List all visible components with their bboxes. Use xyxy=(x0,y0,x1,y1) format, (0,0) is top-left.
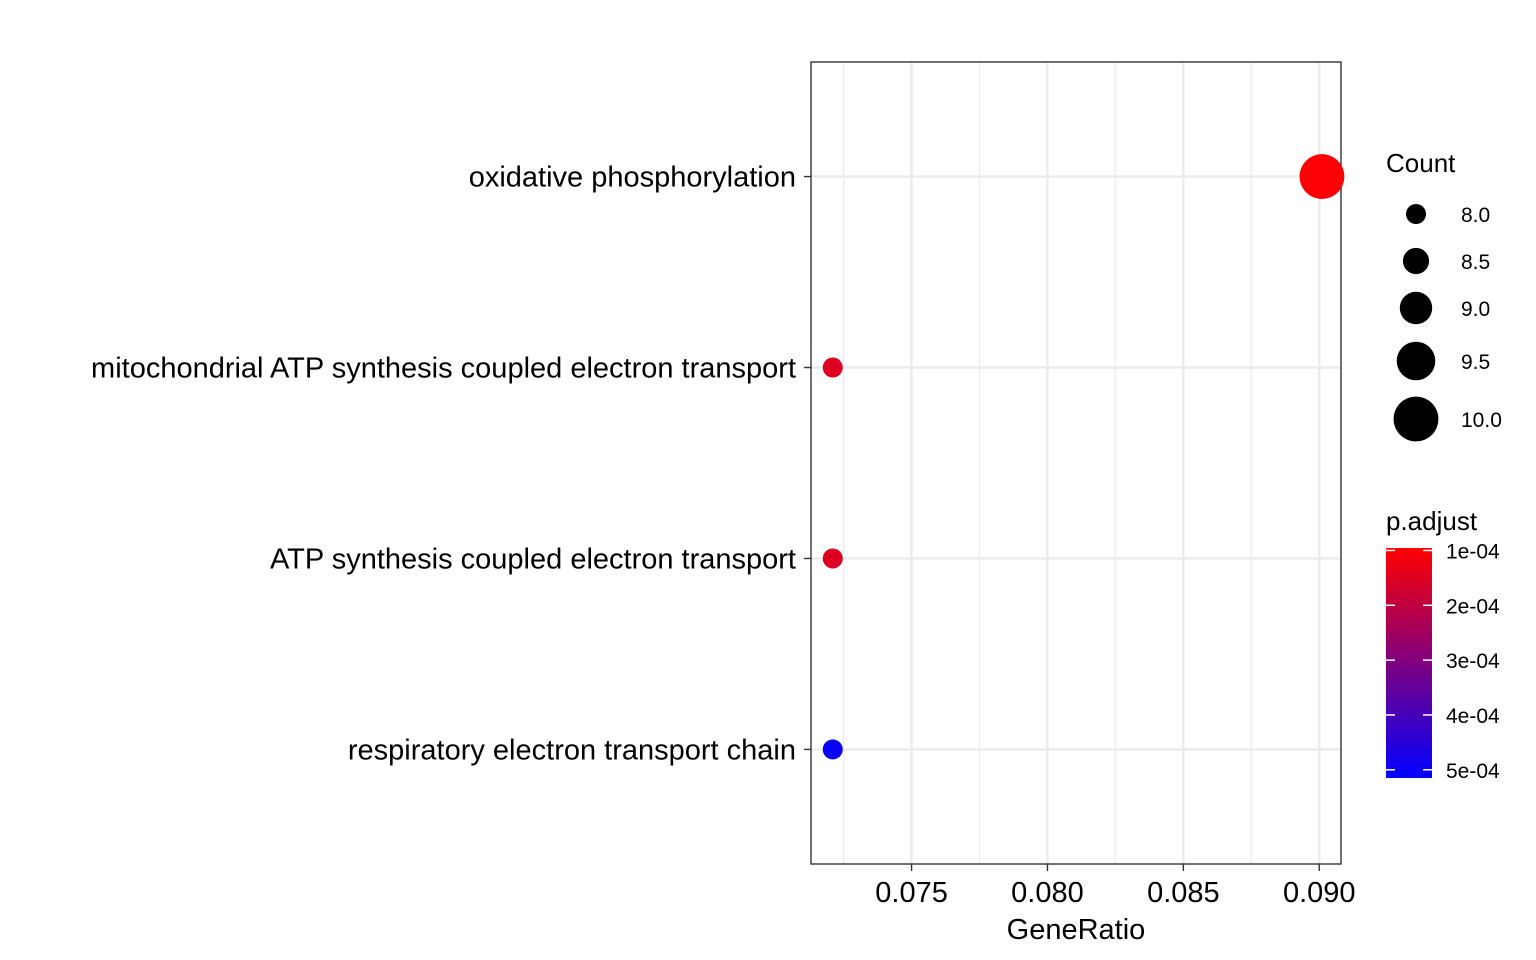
count-legend-key xyxy=(1399,291,1433,325)
y-tick-label: mitochondrial ATP synthesis coupled elec… xyxy=(91,353,796,385)
x-tick-label: 0.075 xyxy=(875,877,948,909)
p-adjust-legend: p.adjust 1e-04 2e-04 3e-04 4e-04 5e-04 xyxy=(1386,506,1500,783)
count-legend-title: Count xyxy=(1386,148,1456,178)
colorbar-label: 1e-04 xyxy=(1446,540,1500,563)
x-axis: 0.075 0.080 0.085 0.090 xyxy=(875,864,1356,909)
data-point xyxy=(822,548,843,569)
data-points xyxy=(822,154,1345,760)
count-legend-key xyxy=(1396,341,1436,381)
data-point xyxy=(1299,154,1345,199)
count-legend-key xyxy=(1393,396,1439,442)
colorbar-label: 4e-04 xyxy=(1446,705,1500,728)
grid-lines xyxy=(811,62,1341,864)
colorbar-label: 2e-04 xyxy=(1446,595,1500,618)
plot-panel-border xyxy=(810,61,1342,865)
count-legend-key xyxy=(1406,204,1426,224)
count-legend-label: 8.5 xyxy=(1461,251,1490,274)
y-axis: oxidative phosphorylation mitochondrial A… xyxy=(91,162,811,766)
x-tick-label: 0.090 xyxy=(1283,877,1356,909)
count-legend-label: 9.5 xyxy=(1461,351,1490,374)
count-legend-label: 10.0 xyxy=(1461,409,1502,432)
colorbar-label: 5e-04 xyxy=(1446,760,1500,783)
x-axis-title: GeneRatio xyxy=(1007,914,1146,946)
count-legend-key xyxy=(1402,247,1430,275)
y-tick-label: respiratory electron transport chain xyxy=(348,734,796,766)
p-adjust-legend-title: p.adjust xyxy=(1386,506,1478,536)
x-tick-label: 0.085 xyxy=(1147,877,1220,909)
count-legend-label: 8.0 xyxy=(1461,204,1490,227)
y-tick-label: oxidative phosphorylation xyxy=(469,162,796,194)
count-legend: Count 8.0 8.5 9.0 9.5 10.0 xyxy=(1386,148,1502,442)
data-point xyxy=(822,357,843,378)
p-adjust-colorbar xyxy=(1386,548,1432,778)
count-legend-label: 9.0 xyxy=(1461,298,1490,321)
colorbar-label: 3e-04 xyxy=(1446,650,1500,673)
data-point xyxy=(822,739,843,760)
y-tick-label: ATP synthesis coupled electron transport xyxy=(270,543,796,575)
x-tick-label: 0.080 xyxy=(1011,877,1084,909)
